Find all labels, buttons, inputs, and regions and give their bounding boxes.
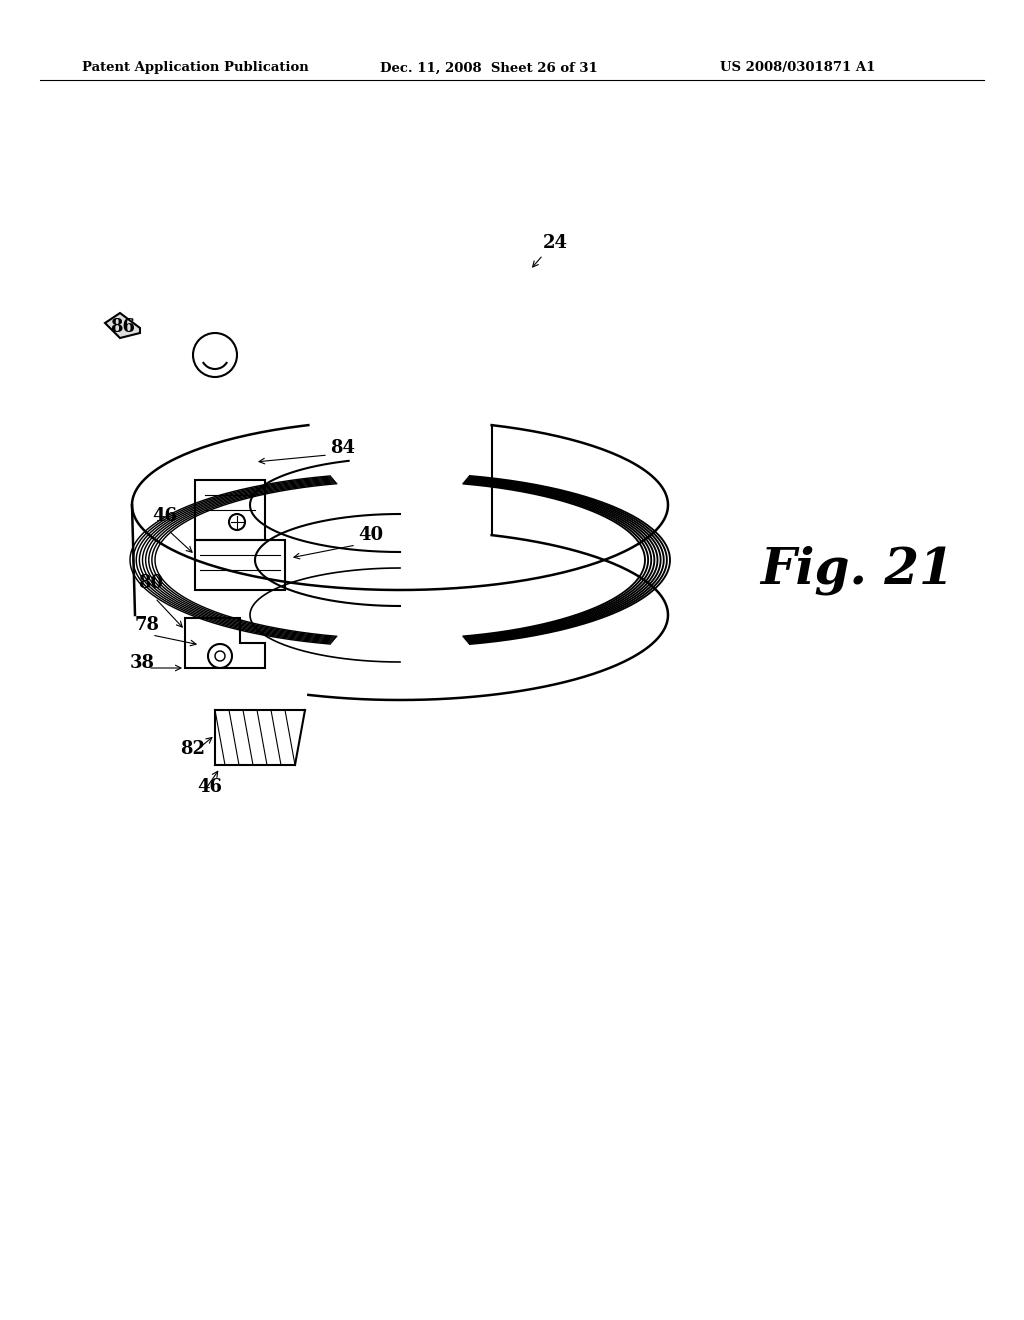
Text: Fig. 21: Fig. 21: [760, 545, 953, 595]
Text: 40: 40: [358, 525, 383, 544]
Text: Patent Application Publication: Patent Application Publication: [82, 62, 309, 74]
Text: 78: 78: [135, 616, 160, 634]
Text: 46: 46: [197, 777, 222, 796]
Text: 82: 82: [180, 741, 205, 758]
Text: 24: 24: [543, 234, 568, 252]
Text: Dec. 11, 2008  Sheet 26 of 31: Dec. 11, 2008 Sheet 26 of 31: [380, 62, 598, 74]
Text: 86: 86: [110, 318, 135, 337]
Text: 80: 80: [138, 574, 163, 591]
Text: 38: 38: [130, 653, 155, 672]
Text: US 2008/0301871 A1: US 2008/0301871 A1: [720, 62, 876, 74]
Text: 46: 46: [152, 507, 177, 525]
Text: 84: 84: [330, 440, 355, 457]
Polygon shape: [105, 313, 140, 338]
